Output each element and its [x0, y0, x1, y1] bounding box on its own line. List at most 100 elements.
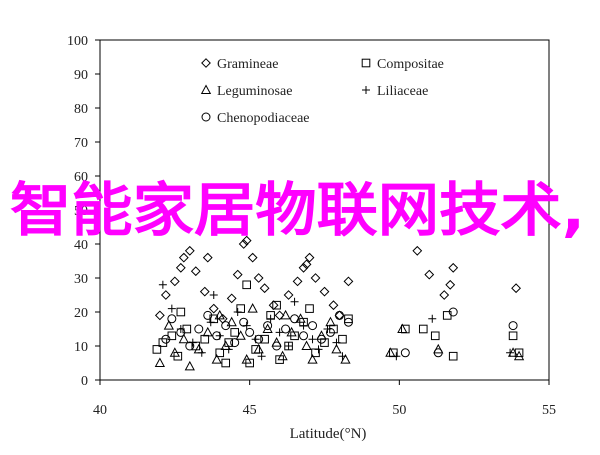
point-compositae — [508, 331, 518, 341]
point-leguminosae — [247, 303, 258, 313]
legend-label-gramineae: Gramineae — [217, 57, 278, 72]
point-compositae — [418, 324, 428, 334]
point-liliaceae — [188, 338, 197, 347]
point-liliaceae — [338, 352, 347, 361]
point-gramineae — [208, 303, 219, 314]
legend-label-liliaceae: Liliaceae — [377, 84, 428, 99]
point-liliaceae — [284, 342, 293, 350]
point-gramineae — [319, 286, 330, 297]
point-gramineae — [190, 266, 201, 277]
x-tick-label: 45 — [243, 403, 257, 418]
point-chenopodiaceae — [281, 324, 291, 334]
point-leguminosae — [301, 340, 312, 350]
point-chenopodiaceae — [299, 331, 309, 341]
point-gramineae — [253, 273, 264, 283]
point-gramineae — [232, 269, 243, 280]
point-gramineae — [343, 276, 354, 287]
point-liliaceae — [314, 345, 323, 354]
point-gramineae — [259, 283, 270, 294]
point-gramineae — [241, 235, 252, 246]
legend-marker-gramineae — [201, 58, 211, 68]
point-compositae — [430, 331, 440, 341]
point-gramineae — [304, 252, 315, 263]
point-leguminosae — [331, 343, 342, 354]
y-tick-label: 80 — [74, 102, 88, 117]
point-leguminosae — [202, 326, 213, 337]
point-gramineae — [445, 279, 456, 290]
point-leguminosae — [241, 354, 252, 364]
point-chenopodiaceae — [176, 327, 186, 337]
point-chenopodiaceae — [167, 314, 177, 324]
point-leguminosae — [286, 326, 297, 337]
point-liliaceae — [506, 348, 515, 357]
point-leguminosae — [154, 357, 166, 367]
point-gramineae — [283, 290, 294, 300]
point-compositae — [152, 345, 162, 354]
point-leguminosae — [169, 347, 180, 357]
point-liliaceae — [257, 352, 266, 361]
point-gramineae — [202, 252, 213, 263]
point-leguminosae — [214, 309, 225, 320]
point-gramineae — [169, 276, 180, 287]
point-chenopodiaceae — [508, 321, 518, 331]
y-tick-label: 30 — [74, 272, 88, 287]
overlay-watermark-text: 智能家居物联网技术, — [10, 176, 585, 244]
legend: Gramineae Compositae Leguminosae Liliaceae C… — [200, 57, 444, 126]
point-gramineae — [328, 300, 339, 311]
point-liliaceae — [266, 314, 275, 323]
point-liliaceae — [233, 308, 242, 316]
point-leguminosae — [325, 316, 336, 327]
y-tick-label: 50 — [74, 204, 88, 219]
point-leguminosae — [184, 360, 195, 371]
legend-label-chenopodiaceae: Chenopodiaceae — [217, 111, 310, 126]
point-liliaceae — [224, 345, 233, 354]
point-leguminosae — [253, 343, 264, 354]
point-gramineae — [310, 273, 321, 283]
point-chenopodiaceae — [221, 321, 231, 331]
point-leguminosae — [226, 316, 237, 327]
point-gramineae — [301, 259, 312, 270]
point-chenopodiaceae — [400, 348, 410, 358]
point-chenopodiaceae — [161, 334, 171, 344]
plot-area — [99, 39, 550, 381]
point-liliaceae — [209, 291, 218, 299]
point-liliaceae — [323, 325, 332, 333]
point-chenopodiaceae — [239, 317, 249, 327]
point-leguminosae — [280, 309, 291, 320]
x-tick-label: 55 — [542, 403, 556, 418]
legend-label-compositae: Compositae — [377, 57, 444, 72]
point-chenopodiaceae — [185, 341, 195, 351]
y-axis-ticks: 0 10 20 30 40 50 60 70 80 90 100 — [67, 34, 100, 389]
x-tick-label: 50 — [392, 403, 406, 418]
point-chenopodiaceae — [290, 314, 300, 324]
point-compositae — [260, 334, 269, 344]
point-leguminosae — [385, 347, 396, 357]
point-liliaceae — [428, 314, 437, 323]
y-tick-label: 40 — [74, 238, 88, 253]
point-chenopodiaceae — [230, 338, 240, 348]
y-tick-label: 0 — [81, 374, 88, 389]
point-gramineae — [511, 283, 521, 294]
legend-marker-chenopodiaceae — [201, 112, 211, 122]
point-chenopodiaceae — [254, 334, 264, 344]
point-chenopodiaceae — [245, 327, 255, 337]
point-gramineae — [199, 286, 210, 297]
point-leguminosae — [277, 350, 288, 361]
point-gramineae — [226, 293, 237, 304]
point-liliaceae — [299, 321, 308, 330]
x-tick-label: 40 — [93, 403, 107, 418]
point-leguminosae — [211, 354, 222, 364]
point-chenopodiaceae — [263, 321, 273, 331]
point-compositae — [338, 334, 347, 344]
point-chenopodiaceae — [317, 334, 327, 344]
y-tick-label: 10 — [74, 340, 88, 355]
legend-marker-liliaceae — [362, 86, 370, 94]
point-liliaceae — [275, 328, 284, 337]
legend-marker-compositae — [361, 58, 371, 68]
point-gramineae — [292, 276, 303, 287]
point-gramineae — [448, 262, 459, 273]
point-gramineae — [184, 245, 195, 256]
point-gramineae — [247, 252, 258, 263]
point-leguminosae — [262, 323, 273, 333]
